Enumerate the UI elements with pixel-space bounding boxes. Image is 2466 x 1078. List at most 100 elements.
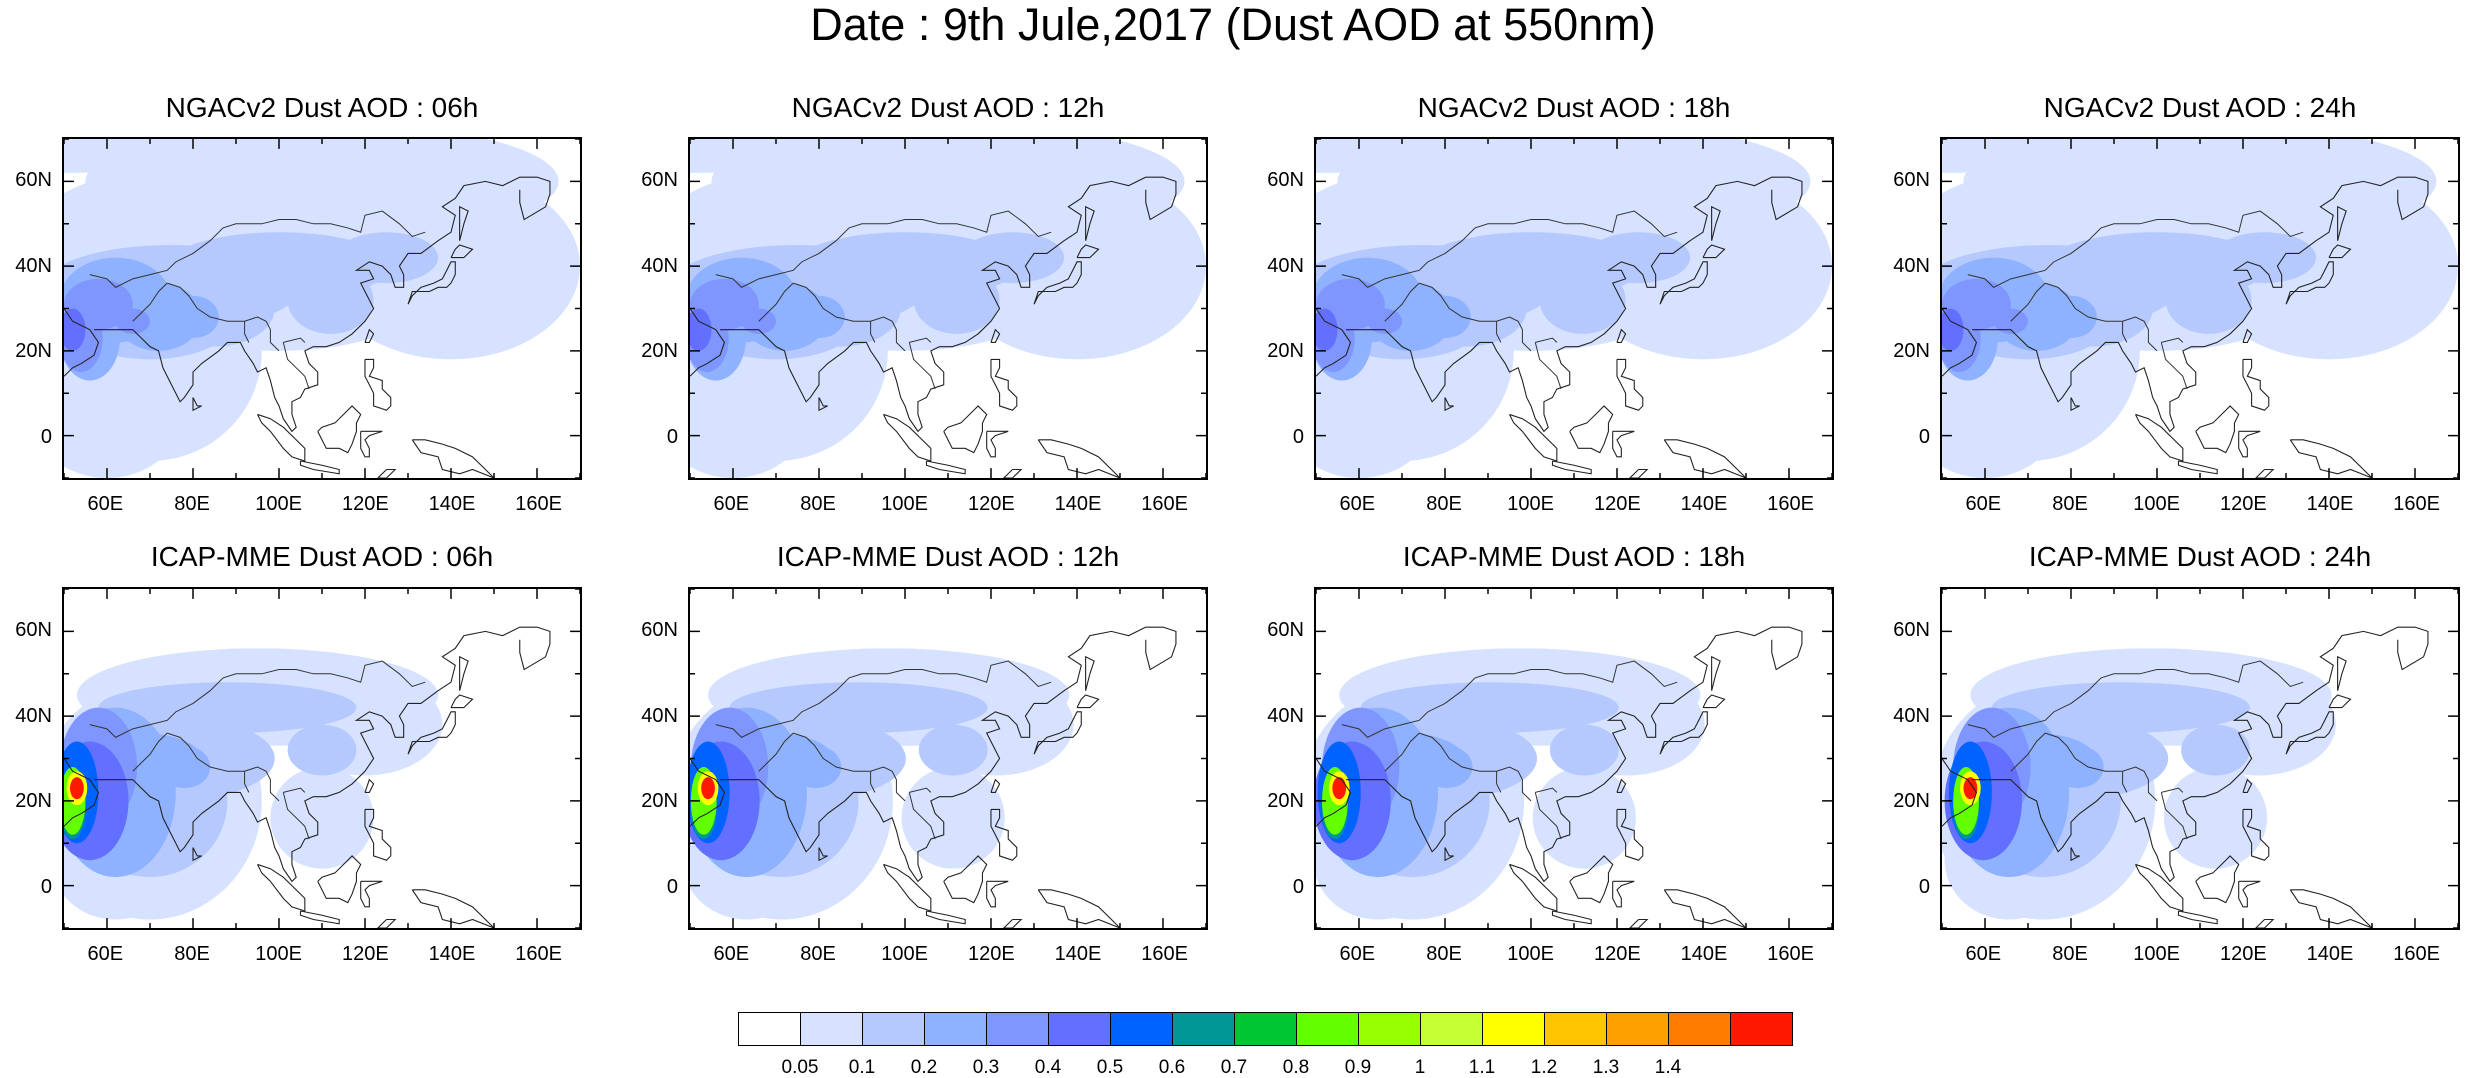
lon-tick-label: 100E [881, 493, 929, 515]
border-line [2160, 342, 2188, 390]
lat-tick-label: 0 [666, 426, 678, 449]
coastline [1444, 847, 1454, 862]
lon-tick-label: 160E [1767, 943, 1815, 965]
coastline [1663, 439, 1747, 478]
coastline [364, 778, 375, 793]
colorbar-swatch [1730, 1012, 1793, 1046]
coastline [1085, 655, 1095, 691]
dust-aod-map [1942, 589, 2458, 928]
lon-tick-label: 140E [2306, 493, 2354, 515]
coastline [2177, 910, 2218, 925]
aod-shading [690, 308, 712, 351]
map-panel [1314, 587, 1834, 930]
border-line [167, 282, 280, 352]
map-panel [1940, 137, 2460, 480]
coastline [2337, 205, 2347, 241]
border-line [283, 337, 306, 343]
coastline [364, 328, 375, 343]
coastline [2242, 328, 2253, 343]
coastline [990, 358, 1018, 411]
coastline [2242, 778, 2253, 793]
border-line [1535, 337, 1558, 343]
border-line [909, 337, 932, 343]
lon-tick-label: 80E [2052, 943, 2088, 965]
colorbar-label: 0.5 [1096, 1057, 1124, 1078]
border-line [2045, 732, 2158, 802]
aod-shading [1332, 777, 1347, 800]
coastline [407, 261, 456, 305]
aod-shading [793, 295, 845, 339]
colorbar-label: 0.05 [781, 1057, 819, 1078]
aod-shading [2212, 232, 2317, 284]
coastline [1711, 655, 1721, 691]
lat-tick-label: 60N [1267, 618, 1304, 641]
colorbar-label: 0.6 [1158, 1057, 1186, 1078]
lon-tick-label: 100E [881, 943, 929, 965]
coastline [883, 413, 932, 462]
lat-tick-label: 40N [641, 704, 678, 727]
coastline [690, 308, 726, 377]
border-line [1967, 210, 2304, 288]
coastline [2177, 460, 2218, 475]
coastline [986, 880, 1009, 908]
colorbar-label: 0.9 [1344, 1057, 1372, 1078]
coastline [2337, 655, 2347, 691]
lat-tick-label: 0 [40, 876, 52, 899]
panel-title: ICAP-MME Dust AOD : 06h [150, 541, 494, 572]
lon-tick-label: 120E [967, 493, 1015, 515]
colorbar-label: 0.4 [1034, 1057, 1062, 1078]
coastline [990, 778, 1001, 793]
aod-shading [287, 724, 357, 776]
lon-tick-label: 80E [1426, 493, 1462, 515]
border-line [244, 771, 250, 793]
aod-shading [2052, 745, 2104, 789]
coastline [1616, 808, 1644, 861]
lon-tick-label: 140E [428, 493, 476, 515]
border-line [758, 282, 794, 322]
lon-tick-label: 160E [1767, 493, 1815, 515]
colorbar-swatch [1668, 1012, 1731, 1046]
coastline [360, 430, 383, 458]
border-line [2122, 321, 2128, 343]
colorbar-label: 0.7 [1220, 1057, 1248, 1078]
coastline [459, 205, 469, 241]
border-line [1967, 660, 2304, 738]
coastline [317, 855, 362, 904]
panel-title: ICAP-MME Dust AOD : 18h [1402, 541, 1746, 572]
coastline [1629, 468, 1649, 478]
coastline [2070, 847, 2080, 862]
coastline [94, 626, 551, 883]
lon-tick-label: 120E [2219, 493, 2267, 515]
border-line [2045, 282, 2158, 352]
lat-tick-label: 60N [1893, 168, 1930, 191]
lat-tick-label: 40N [1267, 254, 1304, 277]
border-line [2161, 337, 2184, 343]
border-line [89, 210, 426, 288]
coastline [925, 460, 966, 475]
coastline [1711, 205, 1721, 241]
lat-tick-label: 20N [641, 790, 678, 813]
aod-shading [64, 308, 86, 351]
coastline [377, 468, 397, 478]
map-panel [1314, 137, 1834, 480]
coastline [1037, 889, 1121, 928]
lat-tick-label: 0 [666, 876, 678, 899]
aod-shading [789, 745, 842, 789]
border-line [1341, 210, 1678, 288]
coastline [690, 758, 726, 827]
coastline [1702, 694, 1726, 709]
border-line [1384, 282, 1420, 322]
map-panel [1940, 587, 2460, 930]
lat-tick-label: 40N [15, 704, 52, 727]
coastline [1076, 694, 1100, 709]
panel-title: ICAP-MME Dust AOD : 12h [776, 541, 1120, 572]
lat-tick-label: 60N [1267, 168, 1304, 191]
coastline [990, 808, 1018, 861]
lon-tick-label: 80E [1426, 943, 1462, 965]
coastline [1942, 308, 1978, 377]
border-line [2010, 732, 2046, 772]
coastline [1444, 397, 1454, 412]
lon-tick-label: 120E [1593, 943, 1641, 965]
lat-tick-label: 60N [15, 168, 52, 191]
border-line [870, 321, 876, 343]
